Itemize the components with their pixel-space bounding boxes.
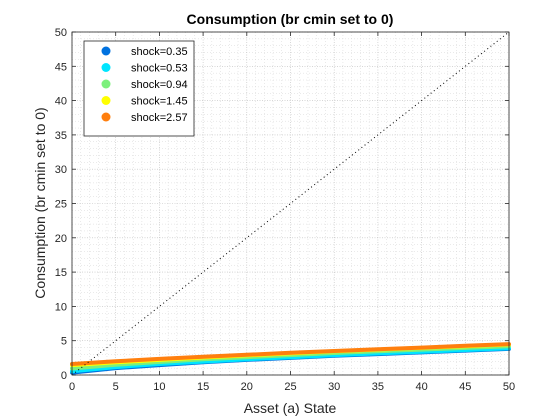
reference-diagonal-line — [71, 31, 510, 376]
x-axis-label: Asset (a) State — [244, 400, 337, 416]
y-tick-label: 0 — [61, 370, 67, 382]
y-tick-label: 20 — [55, 233, 67, 245]
x-tick-label: 5 — [113, 381, 119, 393]
legend-label-3: shock=0.94 — [131, 79, 188, 91]
x-tick-label: 15 — [197, 381, 209, 393]
x-tick-label: 20 — [241, 381, 253, 393]
y-tick-label: 45 — [55, 61, 67, 73]
legend-label-1: shock=0.35 — [131, 46, 188, 58]
y-tick-label: 10 — [55, 301, 67, 313]
chart-title: Consumption (br cmin set to 0) — [187, 11, 394, 27]
x-tick-label: 25 — [284, 381, 296, 393]
legend-marker-2 — [101, 63, 111, 72]
y-tick-label: 30 — [55, 164, 67, 176]
legend-box — [83, 40, 195, 137]
legend-marker-1 — [101, 46, 111, 56]
y-axis-ticks: 0 5 10 15 20 25 30 35 40 45 50 — [55, 27, 509, 382]
y-tick-label: 35 — [55, 130, 67, 142]
legend-label-5: shock=2.57 — [131, 112, 188, 124]
x-tick-label: 10 — [153, 381, 165, 393]
legend-marker-4 — [101, 96, 111, 105]
legend-marker-3 — [101, 79, 111, 89]
y-tick-label: 25 — [55, 199, 67, 211]
series-line-5 — [70, 342, 511, 366]
y-tick-label: 5 — [61, 336, 67, 348]
x-tick-label: 50 — [503, 381, 515, 393]
x-tick-label: 40 — [415, 381, 427, 393]
x-tick-label: 35 — [372, 381, 384, 393]
y-tick-label: 50 — [55, 27, 67, 39]
legend-label-4: shock=1.45 — [131, 96, 188, 108]
x-tick-label: 0 — [69, 381, 75, 393]
x-axis-ticks: 0 5 10 15 20 25 30 35 40 45 50 — [69, 32, 515, 393]
y-tick-label: 15 — [55, 267, 67, 279]
y-tick-label: 40 — [55, 96, 67, 108]
x-tick-label: 45 — [459, 381, 471, 393]
legend-label-2: shock=0.53 — [131, 63, 188, 75]
x-tick-label: 30 — [328, 381, 340, 393]
series-layer — [70, 342, 511, 375]
series-line-2 — [70, 346, 511, 374]
legend: shock=0.35 shock=0.53 shock=0.94 shock=1.45… — [83, 40, 195, 137]
y-axis-label: Consumption (br cmin set to 0) — [32, 107, 48, 298]
legend-marker-5 — [101, 112, 111, 122]
